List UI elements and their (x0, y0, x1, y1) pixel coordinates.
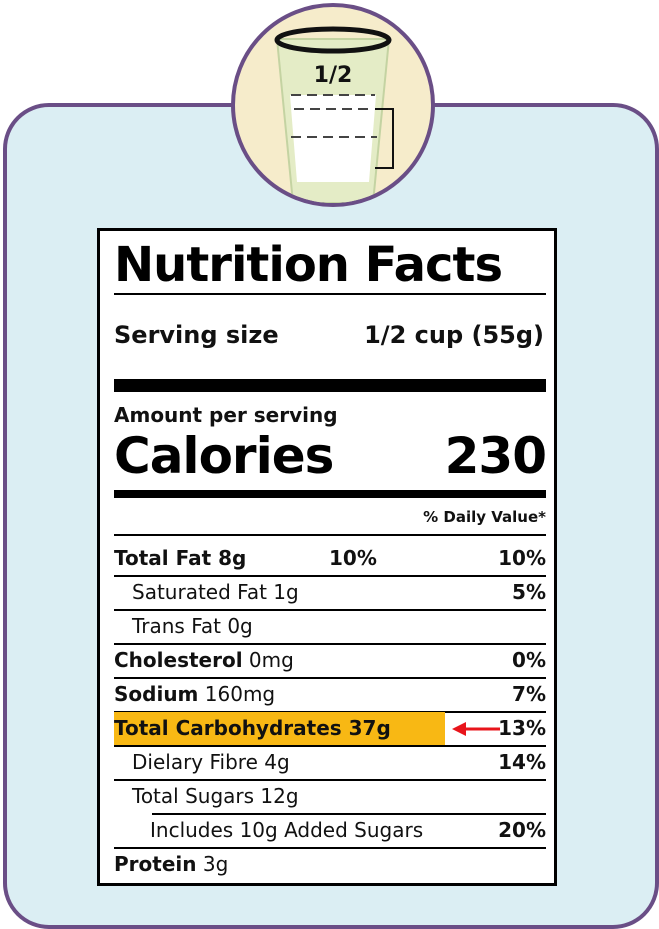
nutrient-name: Trans Fat 0g (132, 614, 253, 638)
nutrient-name: Total Fat (114, 546, 212, 570)
nutrient-amount: 3g (196, 852, 229, 876)
amount-per-serving: Amount per serving (114, 403, 338, 427)
nutrition-facts-label: Nutrition Facts Serving size 1/2 cup (55… (97, 228, 557, 886)
calories-value: 230 (444, 427, 547, 485)
nutrient-row-total-sugars: Total Sugars 12g (114, 780, 546, 813)
nutrient-row-added-sugars: Includes 10g Added Sugars 20% (114, 814, 546, 847)
divider (114, 293, 546, 295)
nutrient-row-trans-fat: Trans Fat 0g (114, 610, 546, 643)
nutrient-percent: 0% (512, 648, 546, 672)
nutrient-name: Total Carbohydrates 37g (114, 716, 391, 740)
divider (114, 677, 546, 679)
divider (114, 643, 546, 645)
nutrient-percent: 5% (512, 580, 546, 604)
divider (114, 609, 546, 611)
red-arrow-icon (452, 722, 500, 736)
nutrient-name: Dielary Fibre 4g (132, 750, 290, 774)
nutrient-name: Protein (114, 852, 197, 876)
calories-row: Calories 230 (114, 427, 547, 485)
label-title: Nutrition Facts (114, 237, 503, 293)
nutrient-percent: 10% (498, 546, 546, 570)
nutrient-row-saturated-fat: Saturated Fat 1g 5% (114, 576, 546, 609)
nutrient-percent: 20% (498, 818, 546, 842)
nutrient-row-protein: Protein 3g (114, 848, 546, 881)
glass-fraction-label: 1/2 (313, 63, 353, 88)
serving-size-label: Serving size (114, 321, 279, 349)
medium-divider (114, 490, 546, 498)
divider (114, 847, 546, 849)
nutrient-name: Sodium (114, 682, 199, 706)
thick-divider (114, 379, 546, 392)
divider (114, 711, 546, 713)
nutrient-row-total-fat: Total Fat 8g 10% 10% (114, 542, 546, 575)
nutrient-name: Saturated Fat 1g (132, 580, 299, 604)
divider (114, 575, 546, 577)
highlight-marker (114, 712, 445, 745)
nutrient-mid-percent: 10% (329, 546, 377, 570)
calories-label: Calories (114, 427, 334, 485)
divider (114, 745, 546, 747)
glass-badge: 1/2 (231, 3, 435, 207)
nutrient-amount: 8g (211, 546, 247, 570)
nutrient-percent: 13% (498, 716, 546, 740)
glass-icon (274, 26, 394, 203)
nutrient-amount: 160mg (198, 682, 276, 706)
nutrient-row-dietary-fibre: Dielary Fibre 4g 14% (114, 746, 546, 779)
serving-size-value: 1/2 cup (55g) (364, 321, 544, 349)
nutrient-percent: 7% (512, 682, 546, 706)
nutrient-row-cholesterol: Cholesterol 0mg 0% (114, 644, 546, 677)
divider (114, 779, 546, 781)
divider (114, 534, 546, 536)
divider (152, 813, 546, 815)
nutrient-name: Cholesterol (114, 648, 243, 672)
nutrient-name: Includes 10g Added Sugars (150, 818, 424, 842)
daily-value-header: % Daily Value* (423, 508, 546, 526)
nutrient-amount: 0mg (242, 648, 294, 672)
serving-size-row: Serving size 1/2 cup (55g) (114, 321, 544, 349)
nutrient-name: Total Sugars 12g (132, 784, 299, 808)
nutrient-percent: 14% (498, 750, 546, 774)
nutrient-row-sodium: Sodium 160mg 7% (114, 678, 546, 711)
nutrient-row-total-carbohydrates: Total Carbohydrates 37g 13% (114, 712, 546, 745)
